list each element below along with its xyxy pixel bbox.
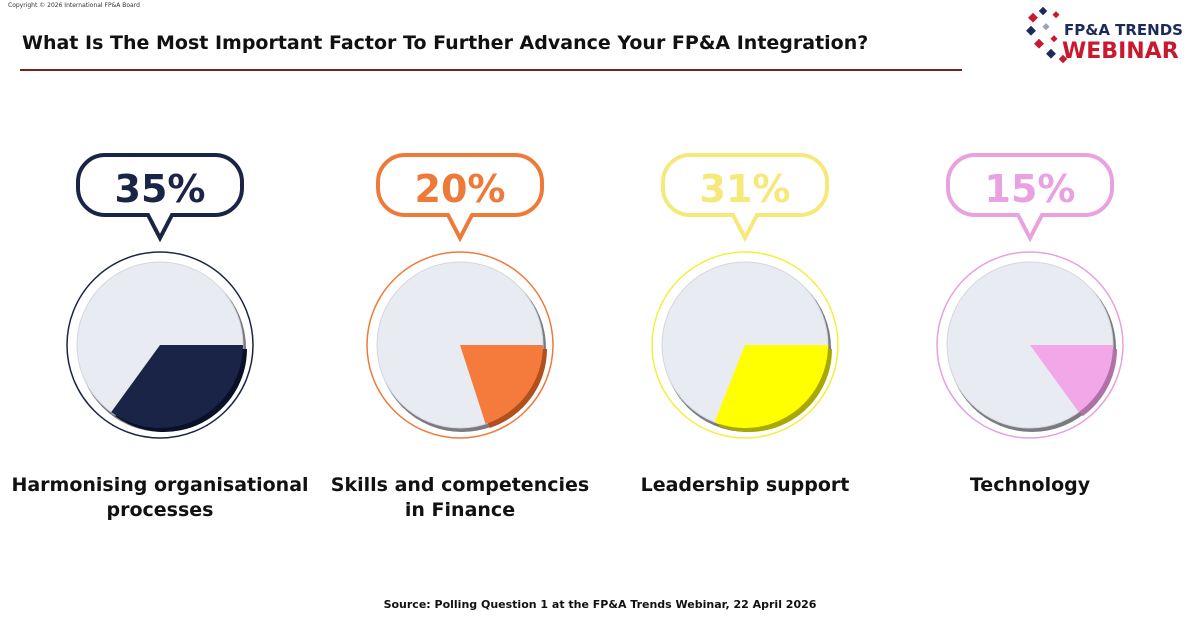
category-label: Technology xyxy=(969,474,1091,496)
callout xyxy=(946,153,1114,243)
value-label: 15% xyxy=(985,167,1076,211)
logo-text: FP&A TRENDS xyxy=(1064,21,1183,39)
chart-title: What Is The Most Important Factor To Fur… xyxy=(22,32,869,54)
title-rule xyxy=(20,69,962,71)
category-label: Harmonising organisational processes xyxy=(11,474,309,521)
logo: FP&A TRENDS WEBINAR xyxy=(1026,6,1183,64)
slice xyxy=(460,345,543,424)
value-label: 31% xyxy=(700,167,791,211)
logo-text: WEBINAR xyxy=(1062,39,1179,64)
callout xyxy=(661,153,829,243)
slice xyxy=(714,345,828,428)
slice xyxy=(111,345,243,428)
slice xyxy=(1030,345,1114,413)
callout xyxy=(76,153,244,243)
value-label: 20% xyxy=(415,167,506,211)
category-label: Leadership support xyxy=(640,474,850,496)
category-label: Skills and competencies in Finance xyxy=(330,474,590,521)
value-label: 35% xyxy=(115,167,206,211)
callout xyxy=(376,153,544,243)
copyright: Copyright © 2026 International FP&A Boar… xyxy=(8,2,140,9)
source-note: Source: Polling Question 1 at the FP&A T… xyxy=(383,598,817,611)
